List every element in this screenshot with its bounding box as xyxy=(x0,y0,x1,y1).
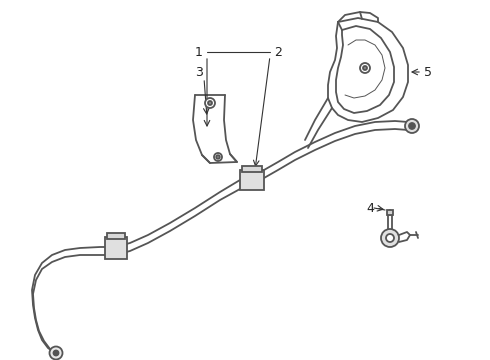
Circle shape xyxy=(205,98,215,108)
Bar xyxy=(105,237,127,259)
Bar xyxy=(240,170,264,190)
Bar xyxy=(107,233,125,239)
Text: 3: 3 xyxy=(195,66,203,78)
Circle shape xyxy=(49,346,63,360)
Bar xyxy=(387,210,393,215)
Circle shape xyxy=(360,63,370,73)
Text: 5: 5 xyxy=(424,66,432,78)
Circle shape xyxy=(386,234,394,242)
Circle shape xyxy=(214,153,222,161)
Text: 4: 4 xyxy=(366,202,374,215)
Circle shape xyxy=(405,119,419,133)
Bar xyxy=(242,166,262,172)
Circle shape xyxy=(381,229,399,247)
Text: 2: 2 xyxy=(274,45,282,59)
Circle shape xyxy=(53,351,58,356)
Circle shape xyxy=(409,123,415,129)
Text: 1: 1 xyxy=(195,45,203,59)
Circle shape xyxy=(363,66,367,70)
Circle shape xyxy=(216,155,220,159)
Circle shape xyxy=(208,101,212,105)
